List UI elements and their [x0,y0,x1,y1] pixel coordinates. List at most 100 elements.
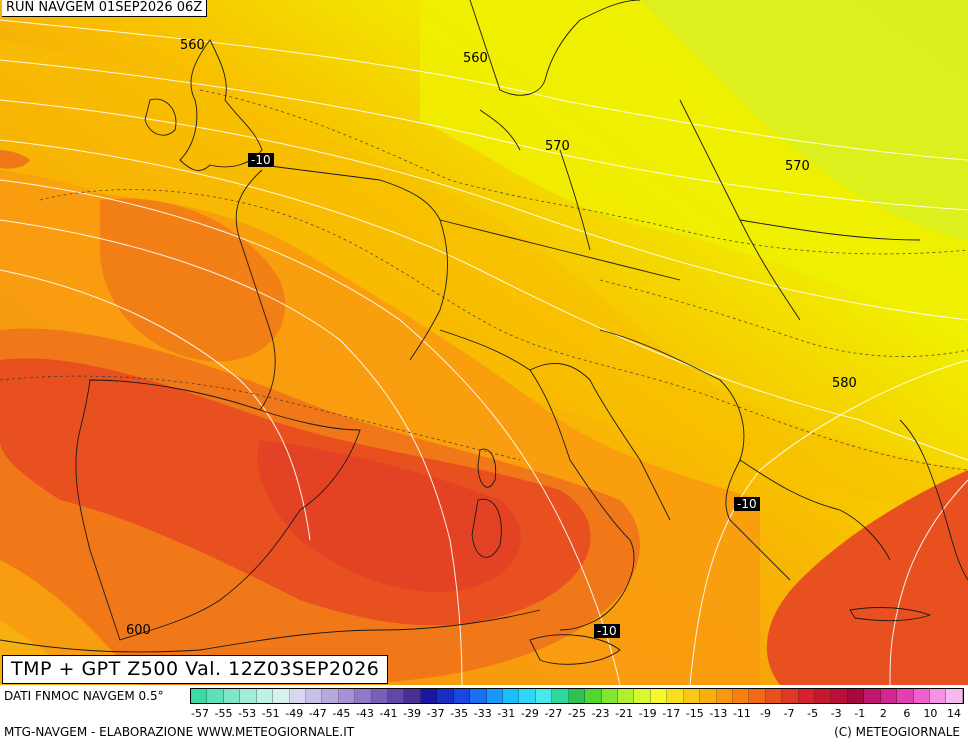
color-scale-cell [470,689,487,703]
data-source-label: DATI FNMOC NAVGEM 0.5° [4,689,164,703]
color-scale-cell [273,689,290,703]
color-scale-cell [338,689,356,703]
color-scale-cell [946,689,963,703]
geopotential-contours [0,19,968,685]
color-scale-cell [815,689,832,703]
color-scale-cell [897,689,914,703]
temperature-field [0,0,968,685]
color-scale-tick: -29 [520,707,539,720]
color-scale-cell [535,689,553,703]
color-scale-cell [716,689,733,703]
color-scale-ticks: -57 -55 -53 -51 -49 -47 -45 -43 -41 -39 -37 -35 -33-… [190,707,964,721]
temperature-label: -10 [248,153,274,167]
color-scale-cell [305,689,323,703]
color-scale-tick: -57 [191,707,209,720]
color-scale-cell [929,689,947,703]
geopotential-label: 570 [545,139,570,154]
color-scale-tick: -15 [685,707,704,720]
color-scale [190,688,964,704]
elaboration-label: MTG-NAVGEM - ELABORAZIONE WWW.METEOGIORN… [4,725,355,739]
color-scale-tick: -39 [403,707,422,720]
color-scale-tick: -25 [568,707,586,720]
color-scale-cell [700,689,717,703]
color-scale-tick: -31 [497,707,516,720]
color-scale-cell [732,689,750,703]
color-scale-tick: -49 [285,707,304,720]
color-scale-tick: -27 [544,707,563,720]
run-label: RUN NAVGEM 01SEP2026 06Z [2,0,208,17]
temperature-label: -10 [734,497,760,511]
color-scale-cell [322,689,339,703]
color-scale-cell [749,689,766,703]
color-scale-cell [371,689,389,703]
color-scale-cell [552,689,569,703]
color-scale-tick: 2 [879,707,887,720]
color-scale-cell [864,689,881,703]
color-scale-tick: -13 [709,707,728,720]
color-scale-tick: -47 [308,707,327,720]
color-scale-cell [798,689,816,703]
color-scale-tick: -45 [332,707,351,720]
color-scale-cell [420,689,438,703]
color-scale-tick: -9 [760,707,771,720]
geopotential-label: 560 [180,38,205,53]
color-scale-cell [355,689,372,703]
weather-map: RUN NAVGEM 01SEP2026 06Z 560 560 570 570… [0,0,968,685]
color-scale-cell [437,689,454,703]
color-scale-cell [388,689,405,703]
color-scale-cell [223,689,241,703]
color-scale-tick: -1 [854,707,866,720]
color-scale-cell [240,689,257,703]
color-scale-cell [667,689,684,703]
color-scale-cell [256,689,274,703]
color-scale-cell [683,689,701,703]
color-scale-tick: -19 [638,707,657,720]
color-scale-cell [404,689,421,703]
color-scale-cell [207,689,224,703]
color-scale-cell [650,689,668,703]
color-scale-tick: -5 [807,707,819,720]
color-scale-tick: -3 [830,707,842,720]
color-scale-cell [503,689,520,703]
color-scale-tick: -37 [426,707,445,720]
color-scale-cell [765,689,783,703]
color-scale-cell [847,689,865,703]
geopotential-label: 600 [126,623,151,638]
color-scale-cell [191,689,208,703]
color-scale-cell [585,689,602,703]
copyright-label: (C) METEOGIORNALE [834,725,960,739]
color-scale-cell [617,689,635,703]
color-scale-cell [831,689,848,703]
color-scale-cell [519,689,536,703]
color-scale-tick: -33 [473,707,492,720]
color-scale-cell [289,689,306,703]
temperature-contours [0,89,968,471]
color-scale-tick: -17 [662,707,681,720]
color-scale-cell [634,689,651,703]
color-scale-tick: 14 [947,707,961,720]
footer: DATI FNMOC NAVGEM 0.5° -57 -55 -53 -51 -49 -4… [0,685,968,745]
temperature-label: -10 [594,624,620,638]
geopotential-label: 570 [785,159,810,174]
color-scale-tick: -51 [261,707,280,720]
color-scale-tick: -43 [355,707,374,720]
color-scale-tick: -41 [379,707,398,720]
color-scale-tick: -53 [238,707,257,720]
geopotential-label: 560 [463,51,488,66]
color-scale-tick: -21 [615,707,634,720]
color-scale-cell [880,689,898,703]
color-scale-cell [601,689,618,703]
geopotential-label: 580 [832,376,857,391]
color-scale-tick: 10 [923,707,938,720]
color-scale-cell [913,689,930,703]
color-scale-cell [782,689,799,703]
coastlines-borders [0,0,968,665]
color-scale-tick: -55 [214,707,233,720]
color-scale-tick: -11 [732,707,751,720]
map-title: TMP + GPT Z500 Val. 12Z03SEP2026 [2,655,389,684]
color-scale-tick: -35 [450,707,469,720]
color-scale-tick: -23 [591,707,610,720]
color-scale-cell [453,689,471,703]
color-scale-cell [568,689,586,703]
color-scale-tick: 6 [903,707,911,720]
